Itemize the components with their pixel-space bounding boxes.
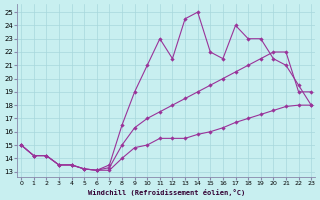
- X-axis label: Windchill (Refroidissement éolien,°C): Windchill (Refroidissement éolien,°C): [88, 189, 245, 196]
